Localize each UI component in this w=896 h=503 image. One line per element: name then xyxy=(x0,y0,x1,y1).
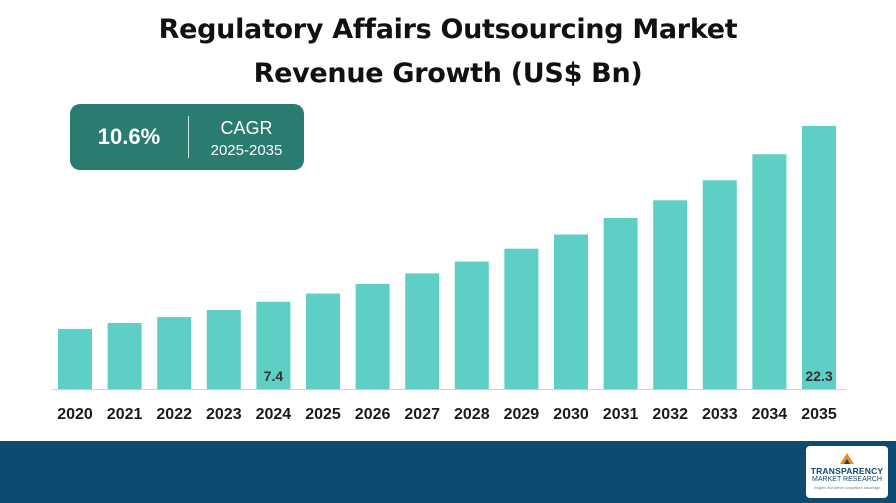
x-tick-label-2032: 2032 xyxy=(652,406,688,423)
logo-tagline: Insights that deliver competitive advant… xyxy=(813,486,881,490)
x-tick-label-2033: 2033 xyxy=(702,406,738,423)
cagr-divider xyxy=(188,116,189,158)
x-tick-label-2024: 2024 xyxy=(256,406,292,423)
bar-chart: 2020 2021 2022 2023 2024 7.4 2025 2026 2027 2028 2… xyxy=(52,126,846,423)
logo-text-market-research: MARKET RESEARCH xyxy=(812,476,882,483)
x-tick-label-2031: 2031 xyxy=(603,406,639,423)
x-tick-label-2021: 2021 xyxy=(107,406,143,423)
chart-title: Regulatory Affairs Outsourcing Market Re… xyxy=(0,8,896,96)
bar-2023 xyxy=(206,310,241,389)
bar-2035 xyxy=(802,126,836,389)
x-tick-label-2035: 2035 xyxy=(801,406,837,423)
bar-2024 xyxy=(256,301,291,389)
data-label-2024: 7.4 xyxy=(264,368,284,384)
x-tick-label-2027: 2027 xyxy=(404,406,440,423)
logo-text-transparency: TRANSPARENCY xyxy=(810,466,884,476)
x-tick-label-2020: 2020 xyxy=(57,406,93,423)
x-tick-label-2030: 2030 xyxy=(553,406,589,423)
chart-title-line-2: Revenue Growth (US$ Bn) xyxy=(253,58,643,89)
x-tick-label-2025: 2025 xyxy=(305,406,341,423)
x-tick-label-2034: 2034 xyxy=(752,406,788,423)
bar-2034 xyxy=(752,154,787,389)
bar-2030 xyxy=(554,234,588,389)
bar-2028 xyxy=(454,261,489,389)
x-tick-label-2023: 2023 xyxy=(206,406,242,423)
bar-2033 xyxy=(702,180,737,389)
cagr-callout: 10.6% CAGR 2025-2035 xyxy=(70,104,304,170)
bar-2021 xyxy=(107,323,142,389)
bar-2022 xyxy=(157,317,192,389)
bar-2031 xyxy=(603,218,638,389)
cagr-period: 2025-2035 xyxy=(210,142,283,159)
bar-2026 xyxy=(355,284,390,389)
bar-2029 xyxy=(504,248,539,389)
logo-arrow-icon xyxy=(840,453,854,464)
x-tick-label-2028: 2028 xyxy=(454,406,490,423)
cagr-value: 10.6% xyxy=(97,124,161,149)
bar-2032 xyxy=(653,200,688,389)
bar-2025 xyxy=(306,293,340,389)
company-logo: TRANSPARENCY MARKET RESEARCH Insights th… xyxy=(806,446,888,498)
footer-bar xyxy=(0,441,896,503)
data-label-2035: 22.3 xyxy=(805,368,832,384)
x-tick-label-2026: 2026 xyxy=(355,406,391,423)
x-tick-label-2022: 2022 xyxy=(156,406,192,423)
x-tick-label-2029: 2029 xyxy=(504,406,540,423)
chart-title-line-1: Regulatory Affairs Outsourcing Market xyxy=(158,14,738,45)
bar-2027 xyxy=(405,273,440,389)
cagr-label: CAGR xyxy=(220,118,273,138)
bar-2020 xyxy=(58,328,92,389)
